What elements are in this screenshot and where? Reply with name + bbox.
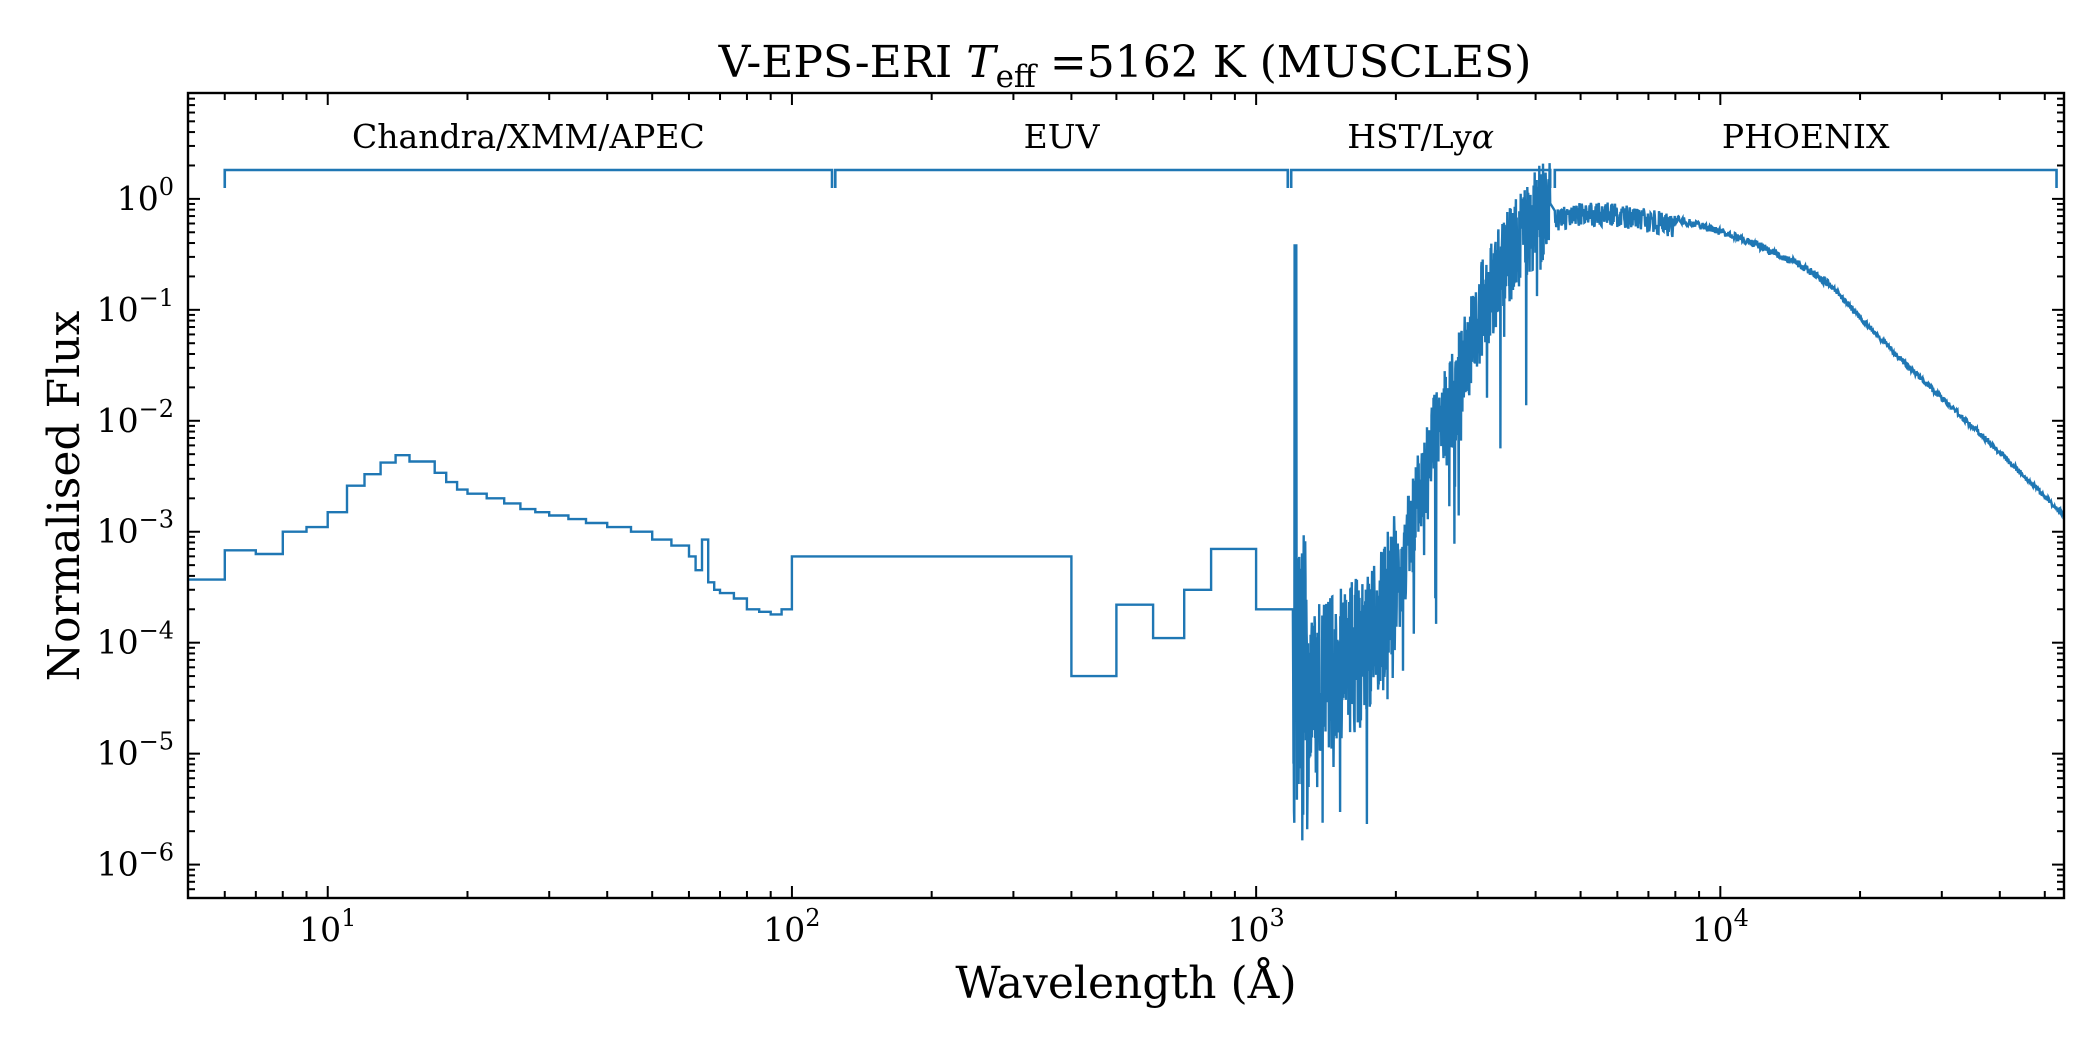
title-teff-subscript: eff [996,59,1038,95]
y-tick-label: 10−1 [97,284,174,329]
y-tick-label: 10−2 [97,395,174,440]
y-axis-ticks: 100 10−1 10−2 10−3 10−4 10−5 10−6 [97,92,2064,899]
region-bracket [1289,168,1552,188]
y-tick-label: 100 [117,173,174,218]
title-prefix: V-EPS-ERI [718,37,967,88]
region-label: HST/Lyα [1347,117,1494,156]
region-bracket [223,168,834,188]
x-axis-label: Wavelength (Å) [955,956,1296,1009]
x-axis-ticks: 101 102 103 104 [187,93,2046,949]
region-label: EUV [1024,117,1101,156]
chart-title: V-EPS-ERI Teff =5162 K (MUSCLES) [718,37,1532,95]
y-tick-label: 10−5 [97,728,174,773]
region-bracket [833,168,1290,188]
x-tick-label: 102 [763,904,820,949]
region-label: Chandra/XMM/APEC [352,117,705,156]
region-label: PHOENIX [1722,117,1890,156]
y-tick-label: 10−6 [97,839,174,884]
x-tick-label: 104 [1692,904,1749,949]
wavelength-regions: Chandra/XMM/APEC EUV HST/Lyα PHOENIX [223,117,2058,188]
y-tick-label: 10−4 [97,617,174,662]
x-tick-label: 103 [1227,904,1284,949]
title-teff-value: =5162 K (MUSCLES) [1036,37,1531,88]
spectrum-line [188,163,2064,841]
region-bracket [1553,168,2058,188]
title-teff-symbol: T [966,37,999,88]
plot-frame [186,91,2066,900]
x-tick-label: 101 [299,904,356,949]
y-axis-label: Normalised Flux [39,310,90,681]
y-tick-label: 10−3 [97,506,174,551]
plot-area [188,163,2064,841]
